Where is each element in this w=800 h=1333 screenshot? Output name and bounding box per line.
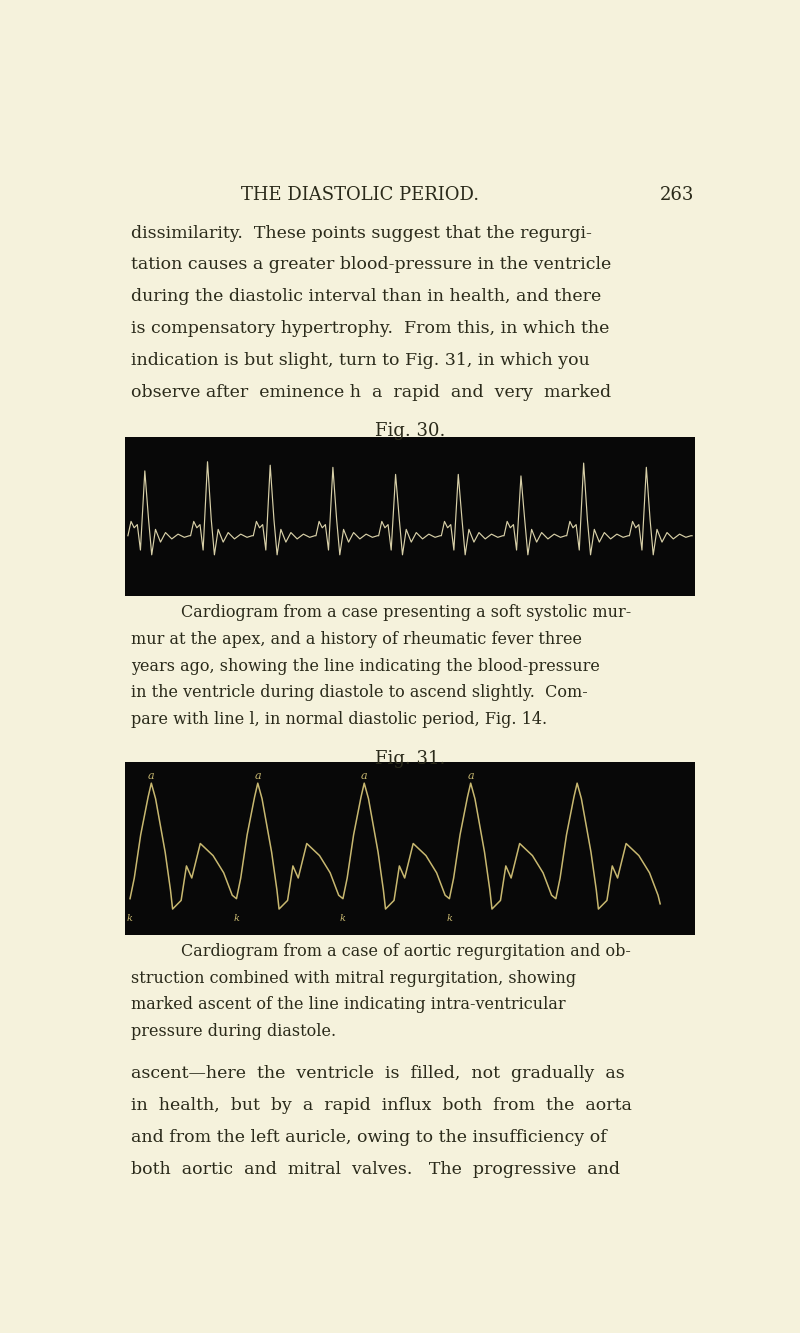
Text: Cardiogram from a case presenting a soft systolic mur-: Cardiogram from a case presenting a soft… <box>181 604 631 621</box>
Text: k: k <box>127 914 133 924</box>
Text: dissimilarity.  These points suggest that the regurgi-: dissimilarity. These points suggest that… <box>131 225 592 241</box>
Text: observe after  eminence h  a  rapid  and  very  marked: observe after eminence h a rapid and ver… <box>131 384 611 401</box>
Bar <box>125 762 695 934</box>
Text: struction combined with mitral regurgitation, showing: struction combined with mitral regurgita… <box>131 970 576 986</box>
Text: k: k <box>234 914 239 924</box>
Text: Fig. 31.: Fig. 31. <box>375 750 445 768</box>
Bar <box>125 437 695 596</box>
Text: THE DIASTOLIC PERIOD.: THE DIASTOLIC PERIOD. <box>242 185 479 204</box>
Text: a: a <box>467 772 474 781</box>
Text: in the ventricle during diastole to ascend slightly.  Com-: in the ventricle during diastole to asce… <box>131 684 588 701</box>
Text: and from the left auricle, owing to the insufficiency of: and from the left auricle, owing to the … <box>131 1129 606 1146</box>
Text: years ago, showing the line indicating the blood-pressure: years ago, showing the line indicating t… <box>131 657 600 674</box>
Text: a: a <box>254 772 261 781</box>
Text: pressure during diastole.: pressure during diastole. <box>131 1024 336 1040</box>
Text: Cardiogram from a case of aortic regurgitation and ob-: Cardiogram from a case of aortic regurgi… <box>181 944 630 960</box>
Text: a: a <box>148 772 154 781</box>
Text: both  aortic  and  mitral  valves.   The  progressive  and: both aortic and mitral valves. The progr… <box>131 1161 620 1178</box>
Text: is compensatory hypertrophy.  From this, in which the: is compensatory hypertrophy. From this, … <box>131 320 610 337</box>
Text: pare with line l, in normal diastolic period, Fig. 14.: pare with line l, in normal diastolic pe… <box>131 710 547 728</box>
Text: 263: 263 <box>659 185 694 204</box>
Text: indication is but slight, turn to Fig. 31, in which you: indication is but slight, turn to Fig. 3… <box>131 352 590 369</box>
Text: in  health,  but  by  a  rapid  influx  both  from  the  aorta: in health, but by a rapid influx both fr… <box>131 1097 632 1114</box>
Text: during the diastolic interval than in health, and there: during the diastolic interval than in he… <box>131 288 602 305</box>
Text: mur at the apex, and a history of rheumatic fever three: mur at the apex, and a history of rheuma… <box>131 631 582 648</box>
Text: marked ascent of the line indicating intra-ventricular: marked ascent of the line indicating int… <box>131 997 566 1013</box>
Text: a: a <box>361 772 367 781</box>
Text: k: k <box>446 914 452 924</box>
Text: k: k <box>340 914 346 924</box>
Text: tation causes a greater blood-pressure in the ventricle: tation causes a greater blood-pressure i… <box>131 256 611 273</box>
Text: Fig. 30.: Fig. 30. <box>375 421 445 440</box>
Text: ascent—here  the  ventricle  is  filled,  not  gradually  as: ascent—here the ventricle is filled, not… <box>131 1065 625 1082</box>
